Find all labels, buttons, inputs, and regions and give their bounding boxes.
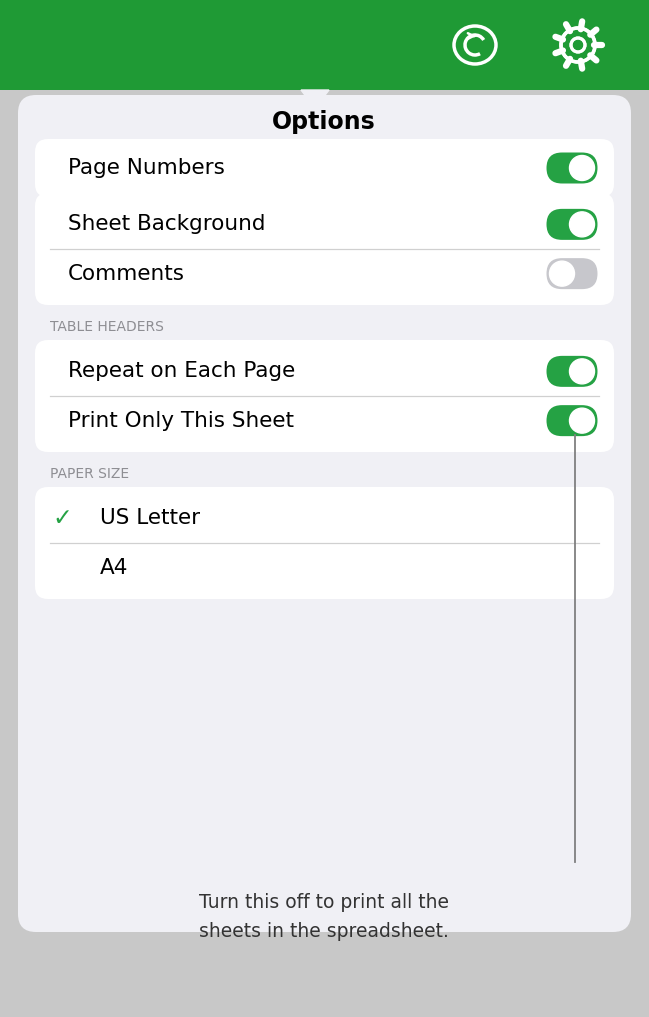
Text: Repeat on Each Page: Repeat on Each Page (68, 361, 295, 381)
Text: Options: Options (272, 110, 376, 134)
Text: Print Only This Sheet: Print Only This Sheet (68, 411, 294, 430)
Text: Sheet Background: Sheet Background (68, 215, 265, 234)
FancyBboxPatch shape (35, 487, 614, 599)
Circle shape (550, 261, 574, 286)
Text: PAPER SIZE: PAPER SIZE (50, 467, 129, 481)
Text: Turn this off to print all the
sheets in the spreadsheet.: Turn this off to print all the sheets in… (199, 893, 449, 942)
FancyBboxPatch shape (546, 405, 598, 436)
Circle shape (570, 212, 594, 237)
FancyBboxPatch shape (0, 0, 649, 89)
FancyBboxPatch shape (546, 208, 598, 240)
Circle shape (570, 359, 594, 383)
Text: Page Numbers: Page Numbers (68, 158, 225, 178)
Text: ✓: ✓ (52, 506, 72, 530)
FancyBboxPatch shape (546, 153, 598, 183)
FancyBboxPatch shape (546, 356, 598, 386)
FancyBboxPatch shape (546, 258, 598, 289)
FancyBboxPatch shape (35, 193, 614, 305)
FancyBboxPatch shape (18, 95, 631, 932)
Text: Comments: Comments (68, 263, 185, 284)
FancyBboxPatch shape (35, 139, 614, 197)
Text: TABLE HEADERS: TABLE HEADERS (50, 320, 164, 334)
Circle shape (570, 156, 594, 180)
Circle shape (570, 408, 594, 433)
FancyBboxPatch shape (35, 340, 614, 452)
Polygon shape (301, 89, 329, 108)
Text: US Letter: US Letter (100, 508, 200, 529)
Text: A4: A4 (100, 557, 129, 578)
